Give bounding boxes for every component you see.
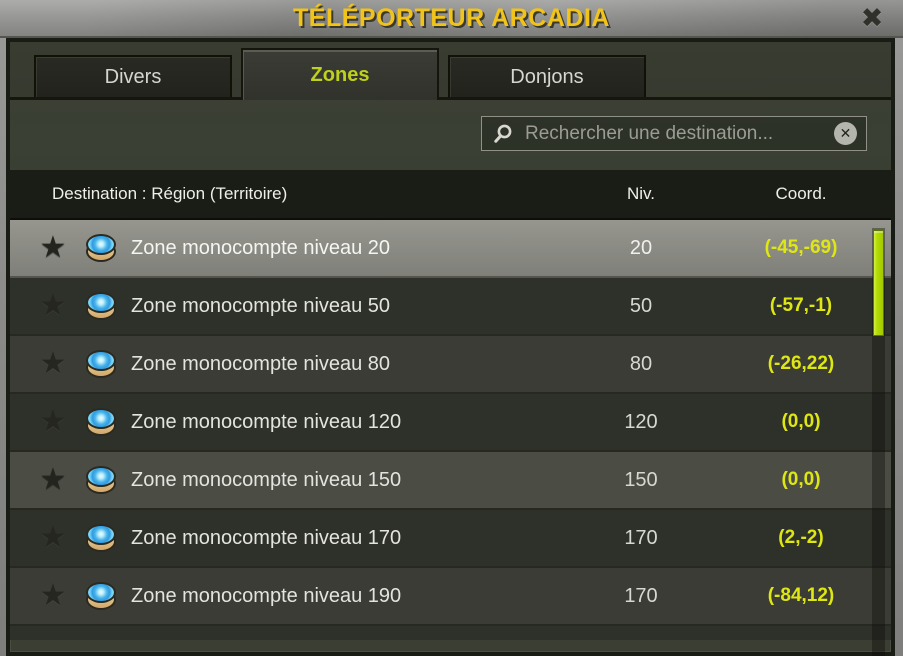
search-box[interactable]: ✕	[481, 116, 867, 151]
table-row[interactable]: ★ Zone monocompte niveau 80 80 (-26,22)	[10, 336, 891, 394]
zaap-portal-icon	[86, 582, 116, 610]
table-row[interactable]: ★ Zone monocompte niveau 50 50 (-57,-1)	[10, 278, 891, 336]
zaap-portal-icon	[86, 234, 116, 262]
destination-coord: (-84,12)	[767, 585, 835, 606]
header-level: Niv.	[626, 184, 655, 203]
destination-name: Zone monocompte niveau 190	[131, 584, 402, 607]
table-header: Destination : Région (Territoire) Niv. C…	[10, 170, 891, 220]
tab-zones[interactable]: Zones	[241, 48, 439, 100]
zaap-portal-icon	[86, 350, 116, 378]
teleporter-panel: Divers Zones Donjons ✕ Destination : Rég…	[6, 38, 895, 656]
tab-bar: Divers Zones Donjons	[10, 42, 891, 100]
tab-divers[interactable]: Divers	[34, 55, 232, 97]
favorite-star-icon[interactable]: ★	[39, 463, 67, 496]
destination-name: Zone monocompte niveau 80	[131, 352, 391, 375]
destination-level: 80	[629, 352, 653, 375]
destination-name: Zone monocompte niveau 20	[131, 236, 391, 259]
zaap-portal-icon	[86, 466, 116, 494]
title-bar: TÉLÉPORTEUR ARCADIA ✖	[0, 0, 903, 38]
destination-coord: (0,0)	[781, 469, 821, 490]
destination-level: 150	[624, 468, 658, 491]
search-area: ✕	[10, 100, 891, 170]
destination-level: 20	[629, 236, 653, 259]
favorite-star-icon[interactable]: ★	[39, 579, 67, 612]
favorite-star-icon[interactable]: ★	[39, 405, 67, 438]
destination-name: Zone monocompte niveau 170	[131, 526, 402, 549]
tab-donjons[interactable]: Donjons	[448, 55, 646, 97]
table-row[interactable]: ★ Zone monocompte niveau 170 170 (2,-2)	[10, 510, 891, 568]
destination-level: 170	[624, 526, 658, 549]
favorite-star-icon[interactable]: ★	[39, 521, 67, 554]
table-row[interactable]: ★ Zone monocompte niveau 150 150 (0,0)	[10, 452, 891, 510]
destination-level: 170	[624, 584, 658, 607]
destination-name: Zone monocompte niveau 50	[131, 294, 391, 317]
destination-level: 120	[624, 410, 658, 433]
scrollbar-track[interactable]	[872, 228, 885, 656]
zaap-portal-icon	[86, 524, 116, 552]
table-row-partial[interactable]	[10, 626, 891, 640]
destination-coord: (2,-2)	[778, 527, 824, 548]
favorite-star-icon[interactable]: ★	[39, 289, 67, 322]
header-coord: Coord.	[775, 184, 827, 203]
header-destination: Destination : Région (Territoire)	[52, 184, 288, 203]
scrollbar-thumb[interactable]	[873, 230, 884, 336]
destination-coord: (0,0)	[781, 411, 821, 432]
destination-coord: (-26,22)	[767, 353, 835, 374]
destination-level: 50	[629, 294, 653, 317]
table-row[interactable]: ★ Zone monocompte niveau 120 120 (0,0)	[10, 394, 891, 452]
close-icon[interactable]: ✖	[860, 2, 884, 33]
favorite-star-icon[interactable]: ★	[39, 231, 67, 264]
destination-name: Zone monocompte niveau 150	[131, 468, 402, 491]
search-input[interactable]	[525, 122, 834, 145]
favorite-star-icon[interactable]: ★	[39, 347, 67, 380]
table-row[interactable]: ★ Zone monocompte niveau 20 20 (-45,-69)	[10, 220, 891, 278]
destination-list: ★ Zone monocompte niveau 20 20 (-45,-69)…	[10, 220, 891, 654]
window-title: TÉLÉPORTEUR ARCADIA	[293, 3, 610, 32]
destination-coord: (-57,-1)	[769, 295, 833, 316]
destination-coord: (-45,-69)	[764, 237, 838, 258]
search-icon	[494, 124, 512, 143]
table-row[interactable]: ★ Zone monocompte niveau 190 170 (-84,12…	[10, 568, 891, 626]
zaap-portal-icon	[86, 408, 116, 436]
zaap-portal-icon	[86, 292, 116, 320]
destination-name: Zone monocompte niveau 120	[131, 410, 402, 433]
clear-search-icon[interactable]: ✕	[834, 122, 857, 145]
